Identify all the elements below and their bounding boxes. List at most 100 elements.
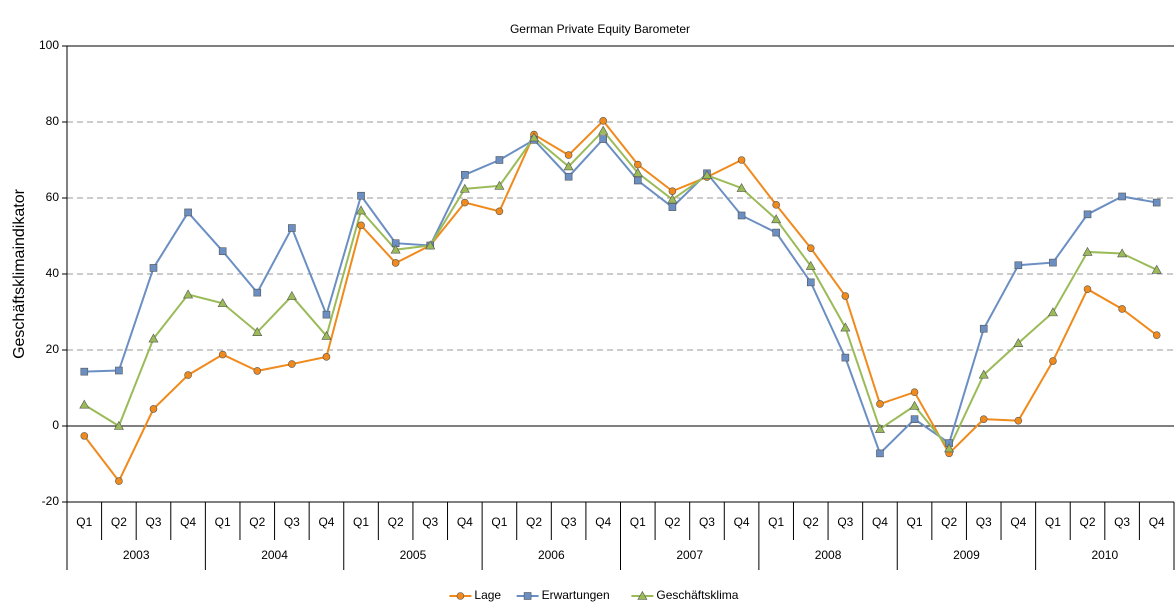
data-point xyxy=(288,224,296,232)
data-point xyxy=(115,477,123,485)
x-tick-label: Q3 xyxy=(699,515,715,529)
x-tick-label: Q1 xyxy=(353,515,369,529)
x-tick-label: Q4 xyxy=(1010,515,1026,529)
y-tick-label: 0 xyxy=(52,418,59,432)
legend-item: Lage xyxy=(449,588,501,602)
x-tick-label: Q4 xyxy=(872,515,888,529)
series-line xyxy=(83,119,1158,484)
data-point xyxy=(806,244,815,252)
legend-item: Geschäftsklima xyxy=(631,588,739,602)
data-point xyxy=(79,399,90,409)
year-label: 2006 xyxy=(538,548,565,562)
data-point xyxy=(841,353,850,362)
data-point xyxy=(495,156,504,164)
data-point xyxy=(523,592,532,600)
x-tick-label: Q1 xyxy=(630,515,646,529)
x-tick-label: Q1 xyxy=(907,515,923,529)
x-tick-label: Q4 xyxy=(595,515,611,529)
data-point xyxy=(979,324,988,333)
data-point xyxy=(321,330,332,340)
data-point xyxy=(599,117,608,125)
y-tick-label: 20 xyxy=(46,342,60,356)
legend-label: Erwartungen xyxy=(542,588,610,602)
data-point xyxy=(218,350,227,359)
legend-item: Erwartungen xyxy=(516,588,610,602)
data-point xyxy=(1152,331,1161,339)
data-point xyxy=(874,423,885,433)
data-point xyxy=(876,449,884,458)
data-point xyxy=(391,259,400,267)
data-point xyxy=(944,443,955,453)
data-point xyxy=(357,221,365,230)
x-tick-label: Q1 xyxy=(215,515,231,529)
data-point xyxy=(737,156,746,164)
data-point xyxy=(1151,264,1162,274)
data-point xyxy=(979,415,988,423)
data-point xyxy=(737,211,746,220)
year-label: 2003 xyxy=(123,548,150,562)
data-point xyxy=(390,244,401,254)
x-tick-label: Q4 xyxy=(180,515,196,529)
year-label: 2009 xyxy=(953,548,980,562)
data-point xyxy=(632,167,643,177)
data-point xyxy=(701,170,712,179)
series-line xyxy=(83,129,1158,451)
data-point xyxy=(494,180,505,190)
data-point xyxy=(1118,192,1126,201)
y-axis-label: Geschäftsklimaindikator xyxy=(11,188,28,359)
data-point xyxy=(218,247,227,255)
year-label: 2004 xyxy=(261,548,288,562)
legend-label: Lage xyxy=(474,588,501,602)
series-line xyxy=(84,137,1157,456)
data-point xyxy=(598,125,609,135)
data-point xyxy=(909,400,920,410)
data-point xyxy=(356,205,367,215)
data-point xyxy=(910,388,919,396)
data-point xyxy=(461,198,469,207)
data-point xyxy=(461,171,469,179)
x-tick-label: Q3 xyxy=(1114,515,1130,529)
x-tick-label: Q3 xyxy=(284,515,300,529)
data-point xyxy=(1049,258,1057,267)
data-point xyxy=(1082,246,1093,256)
data-point xyxy=(529,132,540,142)
x-tick-label: Q3 xyxy=(422,515,438,529)
year-label: 2010 xyxy=(1091,548,1118,562)
data-point xyxy=(564,172,573,181)
year-label: 2008 xyxy=(815,548,842,562)
data-point xyxy=(637,590,648,600)
data-point xyxy=(772,201,780,209)
x-tick-label: Q2 xyxy=(1080,515,1096,529)
data-point xyxy=(772,228,780,237)
chart-title: German Private Equity Barometer xyxy=(510,22,690,36)
x-tick-label: Q4 xyxy=(734,515,750,529)
data-point xyxy=(564,151,573,159)
x-tick-label: Q3 xyxy=(145,515,161,529)
data-point xyxy=(184,371,192,379)
data-point xyxy=(217,298,228,308)
data-point xyxy=(322,353,331,361)
data-point xyxy=(1117,248,1128,258)
data-point xyxy=(322,310,331,319)
x-tick-label: Q1 xyxy=(1045,515,1061,529)
x-tick-label: Q3 xyxy=(561,515,577,529)
data-point xyxy=(183,289,194,299)
data-point xyxy=(668,203,677,211)
x-tick-label: Q4 xyxy=(318,515,334,529)
y-tick-label: 80 xyxy=(46,114,60,128)
data-point xyxy=(495,207,504,216)
x-tick-label: Q3 xyxy=(976,515,992,529)
data-point xyxy=(1047,307,1058,317)
data-point xyxy=(1014,261,1023,270)
data-point xyxy=(252,327,263,336)
x-tick-label: Q4 xyxy=(1149,515,1165,529)
year-label: 2007 xyxy=(676,548,703,562)
data-point xyxy=(633,176,642,185)
x-tick-label: Q2 xyxy=(941,515,957,529)
y-tick-label: 100 xyxy=(39,38,59,52)
data-point xyxy=(805,260,816,270)
data-point xyxy=(633,160,642,169)
x-tick-label: Q1 xyxy=(76,515,92,529)
data-point xyxy=(286,290,297,300)
